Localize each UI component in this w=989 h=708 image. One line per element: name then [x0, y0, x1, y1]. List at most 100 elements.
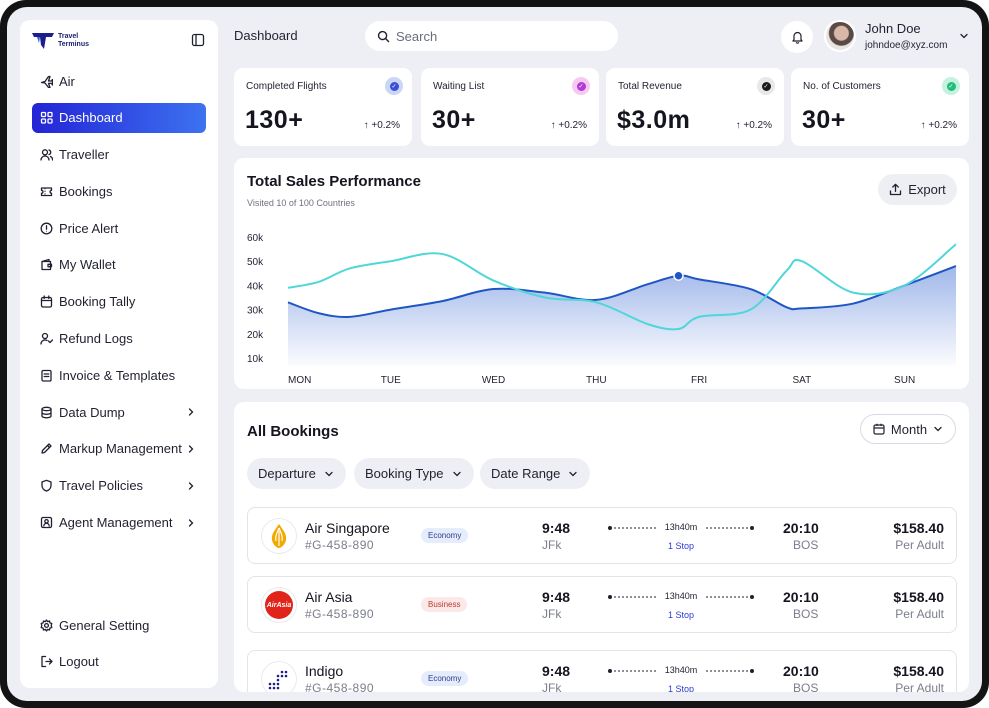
stat-card[interactable]: No. of Customers ✓ 30+ ↑ +0.2% — [791, 68, 969, 146]
sidebar-item-label: Traveller — [59, 147, 110, 163]
chevron-right-icon — [188, 408, 194, 416]
calendar-icon — [873, 423, 885, 435]
y-tick-label: 10k — [247, 354, 264, 365]
sidebar-item-data-dump[interactable]: Data Dump — [32, 397, 206, 427]
booking-row[interactable]: Indigo #G-458-890 Economy 9:48 JFk 13h40m 1 St… — [247, 650, 957, 692]
class-badge: Business — [421, 597, 468, 612]
sidebar-item-logout[interactable]: Logout — [32, 647, 206, 677]
stat-change-value: +0.2% — [743, 120, 772, 131]
export-button[interactable]: Export — [878, 174, 957, 205]
check-badge-icon: ✓ — [942, 77, 960, 95]
x-tick-label: WED — [482, 375, 505, 386]
stat-card[interactable]: Completed Flights ✓ 130+ ↑ +0.2% — [234, 68, 412, 146]
booking-row[interactable]: Air Singapore #G-458-890 Economy 9:48 JFk 13h… — [247, 507, 957, 564]
search-bar[interactable] — [365, 21, 618, 51]
series-line-2 — [287, 243, 957, 331]
chevron-down-icon — [934, 426, 942, 432]
departure-airport: JFk — [542, 607, 562, 621]
user-menu[interactable]: John Doe johndoe@xyz.com — [824, 20, 972, 54]
sidebar-item-air[interactable]: Air — [32, 66, 206, 96]
arrival-time: 20:10 — [783, 520, 819, 536]
sales-subtitle: Visited 10 of 100 Countries — [247, 198, 355, 208]
x-tick-label: THU — [586, 375, 607, 386]
stat-label: Total Revenue — [618, 81, 682, 92]
database-icon — [41, 406, 52, 419]
airline-name: Indigo — [305, 663, 344, 679]
filter-date-range[interactable]: Date Range — [480, 458, 591, 489]
sidebar-item-general-setting[interactable]: General Setting — [32, 610, 206, 640]
stat-label: Completed Flights — [246, 81, 327, 92]
departure-time: 9:48 — [542, 663, 571, 679]
sidebar-item-traveller[interactable]: Traveller — [32, 140, 206, 170]
airasia-logo: AirAsia — [261, 587, 297, 623]
arrow-up-icon: ↑ — [735, 120, 741, 131]
sidebar-item-label: My Wallet — [59, 257, 116, 273]
brand-line1: Travel — [58, 33, 79, 40]
avatar — [824, 20, 856, 52]
brand-logo[interactable]: Travel Terminus — [31, 31, 98, 51]
sidebar-item-refund-logs[interactable]: Refund Logs — [32, 324, 206, 354]
y-tick-label: 30k — [247, 306, 264, 317]
airline-name: Air Asia — [305, 589, 353, 605]
sidebar-item-label: Bookings — [59, 183, 113, 199]
sidebar-item-my-wallet[interactable]: My Wallet — [32, 250, 206, 280]
sidebar-item-label: Data Dump — [59, 404, 125, 420]
stops-link[interactable]: 1 Stop — [667, 684, 695, 692]
stat-label: No. of Customers — [803, 81, 881, 92]
filter-booking-type[interactable]: Booking Type — [354, 458, 474, 489]
highlight-point[interactable] — [673, 270, 684, 281]
y-tick-label: 20k — [247, 330, 264, 341]
stat-card[interactable]: Waiting List ✓ 30+ ↑ +0.2% — [421, 68, 599, 146]
sidebar-item-label: Dashboard — [59, 110, 123, 126]
stops-link[interactable]: 1 Stop — [667, 610, 695, 620]
class-badge: Economy — [421, 671, 469, 686]
pen-icon — [41, 443, 52, 455]
sidebar-toggle-icon[interactable] — [191, 33, 205, 47]
booking-row[interactable]: AirAsia Air Asia #G-458-890 Business 9:48 JFk… — [247, 576, 957, 633]
page-title: Dashboard — [234, 28, 298, 43]
arrival-time: 20:10 — [783, 589, 819, 605]
filter-departure[interactable]: Departure — [247, 458, 346, 489]
sidebar-item-price-alert[interactable]: Price Alert — [32, 213, 206, 243]
class-badge: Economy — [421, 528, 469, 543]
route-line — [608, 526, 754, 530]
sidebar-item-travel-policies[interactable]: Travel Policies — [32, 471, 206, 501]
sidebar-item-markup-management[interactable]: Markup Management — [32, 434, 206, 464]
sidebar-item-bookings[interactable]: Bookings — [32, 176, 206, 206]
alert-icon — [40, 222, 53, 235]
sidebar: Travel Terminus Air Dashboard Traveller Boo… — [20, 20, 218, 688]
price-unit: Per Adult — [895, 538, 944, 552]
flight-route: 13h40m 1 Stop — [605, 665, 757, 692]
stat-label: Waiting List — [433, 81, 485, 92]
arrow-up-icon: ↑ — [920, 120, 926, 131]
y-tick-label: 50k — [247, 257, 264, 268]
sidebar-item-dashboard[interactable]: Dashboard — [32, 102, 206, 133]
departure-airport: JFk — [542, 538, 562, 552]
stat-change-value: +0.2% — [558, 120, 587, 131]
stat-change: ↑ +0.2% — [736, 120, 772, 131]
period-label: Month — [890, 421, 928, 437]
search-input[interactable] — [396, 28, 596, 44]
stops-link[interactable]: 1 Stop — [667, 541, 695, 551]
check-badge-icon: ✓ — [757, 77, 775, 95]
booking-code: #G-458-890 — [305, 607, 375, 621]
singapore-logo — [261, 518, 297, 554]
sidebar-item-label: Invoice & Templates — [59, 367, 176, 383]
sidebar-item-invoice-templates[interactable]: Invoice & Templates — [32, 360, 206, 390]
stat-card[interactable]: Total Revenue ✓ $3.0m ↑ +0.2% — [606, 68, 784, 146]
sidebar-item-agent-management[interactable]: Agent Management — [32, 508, 206, 538]
chevron-right-icon — [188, 445, 194, 453]
filter-label: Date Range — [491, 466, 561, 481]
sidebar-item-label: Booking Tally — [59, 294, 136, 310]
period-select[interactable]: Month — [860, 414, 956, 444]
notifications-button[interactable] — [781, 21, 813, 53]
bell-icon — [791, 31, 803, 44]
arrival-airport: BOS — [793, 607, 819, 621]
app-screen: Travel Terminus Air Dashboard Traveller Boo… — [7, 7, 982, 701]
sidebar-item-label: General Setting — [59, 617, 150, 633]
check-badge-icon: ✓ — [385, 77, 403, 95]
logout-icon — [41, 656, 53, 668]
departure-time: 9:48 — [542, 589, 571, 605]
sidebar-item-booking-tally[interactable]: Booking Tally — [32, 287, 206, 317]
x-tick-label: MON — [288, 375, 311, 386]
